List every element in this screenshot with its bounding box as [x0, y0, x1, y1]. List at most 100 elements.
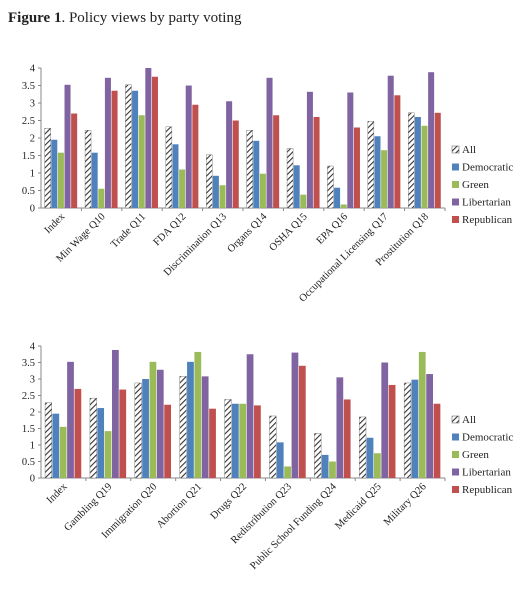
- bar-all-index: [44, 402, 53, 479]
- legend-swatch-libertarian: [452, 468, 459, 476]
- bar-libertarian-redistribution-q23: [291, 352, 299, 478]
- bar-libertarian-trade-q11: [145, 68, 152, 208]
- bar-republican-epa-q16: [353, 127, 360, 208]
- bar-all-min-wage-q10: [84, 130, 92, 209]
- bar-all-discrimination-q13: [206, 154, 213, 209]
- category-label-abortion-q21: Abortion Q21: [155, 481, 204, 530]
- y-tick-label: 1: [30, 169, 35, 180]
- y-tick-label: 1.5: [22, 151, 35, 162]
- bar-all-fda-q12: [165, 126, 173, 209]
- y-tick-label: 4: [30, 342, 36, 353]
- bar-libertarian-index: [67, 361, 74, 478]
- legend-label-democratic: Democratic: [462, 162, 513, 174]
- bar-republican-abortion-q21: [209, 408, 216, 478]
- bar-all-gambling-q19: [89, 397, 97, 479]
- bar-all-military-q26: [403, 382, 412, 479]
- bar-all-drugs-q22: [224, 399, 232, 479]
- bar-green-index: [57, 152, 64, 208]
- legend-swatch-republican: [452, 216, 459, 223]
- legend-label-libertarian: Libertarian: [462, 467, 511, 479]
- y-tick-label: 3: [30, 375, 35, 386]
- legend-swatch-democratic: [452, 433, 459, 441]
- bar-libertarian-military-q26: [426, 374, 433, 478]
- bar-republican-discrimination-q13: [232, 120, 239, 208]
- y-tick-label: 2: [30, 408, 35, 419]
- category-label-index: Index: [43, 211, 68, 236]
- bar-green-immigration-q20: [149, 361, 157, 478]
- bar-democratic-prostitution-q18: [414, 117, 421, 208]
- legend-swatch-all: [451, 415, 460, 424]
- legend-label-green: Green: [462, 449, 489, 461]
- legend-swatch-libertarian: [452, 198, 459, 206]
- bar-democratic-immigration-q20: [142, 379, 149, 478]
- legend-swatch-green: [452, 181, 459, 188]
- bar-green-prostitution-q18: [421, 125, 428, 208]
- bar-green-redistribution-q23: [284, 466, 291, 478]
- category-label-medicaid-q25: Medicaid Q25: [333, 481, 383, 531]
- bar-all-redistribution-q23: [269, 415, 277, 479]
- bar-libertarian-osha-q15: [306, 91, 313, 208]
- category-label-epa-q16: EPA Q16: [315, 211, 350, 246]
- bar-democratic-epa-q16: [334, 187, 341, 208]
- bar-democratic-redistribution-q23: [276, 442, 284, 478]
- legend-label-republican: Republican: [462, 484, 513, 496]
- category-label-fda-q12: FDA Q12: [152, 211, 189, 248]
- bar-all-epa-q16: [327, 165, 334, 209]
- bar-green-trade-q11: [138, 115, 145, 208]
- bar-republican-gambling-q19: [119, 389, 127, 478]
- bar-republican-trade-q11: [151, 76, 158, 208]
- bar-all-medicaid-q25: [359, 416, 367, 479]
- category-label-osha-q15: OSHA Q15: [267, 211, 309, 253]
- bar-republican-fda-q12: [192, 104, 199, 208]
- legend-label-all: All: [462, 414, 476, 426]
- bar-libertarian-drugs-q22: [246, 354, 254, 478]
- legend-label-green: Green: [462, 179, 489, 191]
- figure-title: Figure 1. Policy views by party voting: [8, 10, 241, 27]
- bar-libertarian-occupational-licensing-q17: [387, 75, 394, 208]
- bar-libertarian-abortion-q21: [201, 376, 209, 478]
- y-tick-label: 0.5: [22, 457, 35, 468]
- legend-label-libertarian: Libertarian: [462, 197, 511, 209]
- bar-democratic-occupational-licensing-q17: [374, 136, 381, 208]
- bar-democratic-abortion-q21: [187, 361, 194, 478]
- bar-all-prostitution-q18: [408, 112, 415, 209]
- bar-green-abortion-q21: [194, 351, 202, 478]
- bar-all-public-school-funding-q24: [314, 433, 322, 479]
- category-label-index: Index: [45, 481, 70, 506]
- bar-democratic-index: [51, 139, 58, 208]
- category-label-public-school-funding-q24: Public School Funding Q24: [248, 481, 339, 572]
- category-label-military-q26: Military Q26: [382, 481, 429, 528]
- bar-all-abortion-q21: [179, 376, 187, 479]
- bar-republican-osha-q15: [313, 117, 320, 208]
- bar-democratic-drugs-q22: [231, 403, 239, 478]
- legend-label-democratic: Democratic: [462, 432, 513, 444]
- y-tick-label: 2: [30, 134, 35, 145]
- bar-green-discrimination-q13: [219, 185, 226, 208]
- bar-libertarian-organs-q14: [266, 77, 273, 208]
- legend-swatch-green: [452, 451, 459, 458]
- bar-republican-prostitution-q18: [434, 112, 441, 208]
- bar-democratic-organs-q14: [253, 140, 260, 208]
- category-label-trade-q11: Trade Q11: [109, 211, 148, 250]
- bar-green-fda-q12: [179, 169, 186, 208]
- bar-libertarian-index: [64, 84, 71, 208]
- legend-label-republican: Republican: [462, 214, 513, 226]
- y-tick-label: 2.5: [22, 391, 35, 402]
- bar-all-occupational-licensing-q17: [367, 120, 375, 209]
- category-label-drugs-q22: Drugs Q22: [209, 481, 250, 522]
- bar-green-min-wage-q10: [98, 188, 105, 208]
- y-tick-label: 3.5: [22, 81, 35, 92]
- bar-green-organs-q14: [259, 173, 266, 208]
- bar-republican-drugs-q22: [254, 405, 261, 478]
- figure-label: Figure 1: [8, 10, 62, 26]
- legend-swatch-all: [451, 145, 460, 154]
- bar-republican-organs-q14: [273, 115, 280, 208]
- y-tick-label: 0.5: [22, 186, 35, 197]
- bar-green-index: [59, 426, 67, 478]
- bar-democratic-osha-q15: [293, 165, 300, 208]
- bar-libertarian-fda-q12: [185, 85, 192, 208]
- y-tick-label: 4: [30, 64, 36, 75]
- bar-green-drugs-q22: [239, 403, 247, 478]
- y-tick-label: 0: [30, 474, 35, 485]
